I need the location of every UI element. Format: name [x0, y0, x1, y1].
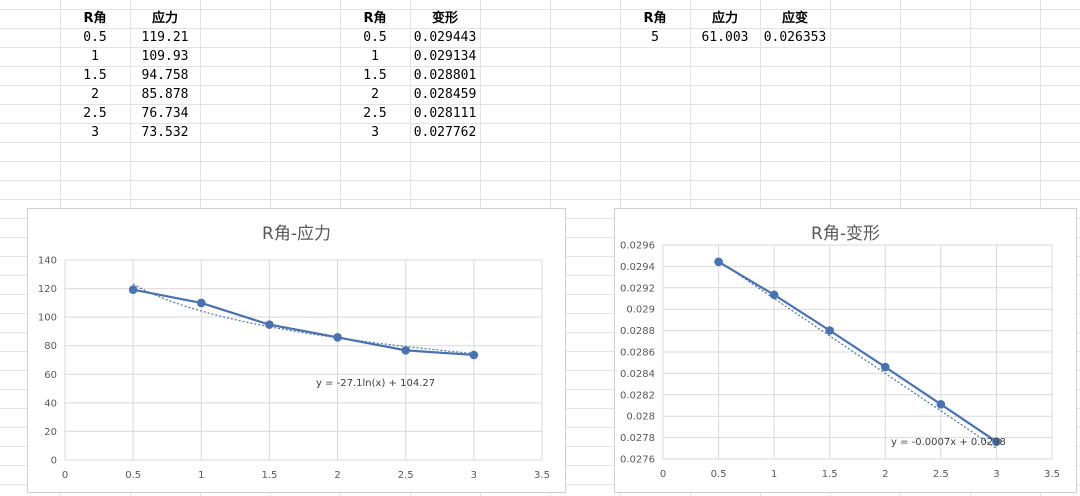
- x-tick-label: 0: [62, 470, 68, 481]
- table2-cell[interactable]: 1.5: [363, 68, 387, 83]
- y-tick-label: 0.028: [626, 412, 655, 423]
- deformation-data-point: [880, 362, 890, 372]
- table2-cell[interactable]: 1: [371, 49, 379, 64]
- y-tick-label: 100: [38, 313, 57, 324]
- x-tick-label: 0.5: [711, 469, 727, 480]
- table2-cell[interactable]: 0.029443: [413, 30, 477, 45]
- y-tick-label: 0.0288: [620, 326, 655, 337]
- x-tick-label: 2: [334, 470, 340, 481]
- table2-cell[interactable]: 0.029134: [413, 49, 477, 64]
- table2-cell[interactable]: 0.027762: [413, 125, 477, 140]
- stress-data-point: [128, 285, 138, 294]
- table3-cell[interactable]: 0.026353: [763, 30, 827, 45]
- table2-cell[interactable]: 0.028801: [413, 68, 477, 83]
- table3-cell[interactable]: 5: [651, 30, 659, 45]
- y-tick-label: 0.0294: [620, 262, 655, 273]
- x-tick-label: 3: [993, 469, 999, 480]
- table2-cell[interactable]: 0.5: [363, 30, 387, 45]
- y-tick-label: 120: [38, 284, 57, 295]
- deformation-data-point: [936, 400, 946, 409]
- stress-data-point: [265, 320, 274, 329]
- x-tick-label: 0.5: [125, 470, 141, 481]
- deformation-chart-plot: 0.0276 0.0278 0.028 0.0282 0.0284 0.0286 0.028…: [620, 241, 1060, 481]
- table2-header-r[interactable]: R角: [363, 11, 387, 26]
- table1-cell[interactable]: 109.93: [141, 49, 189, 64]
- y-tick-label: 0.0284: [620, 369, 655, 380]
- y-tick-label: 0.0296: [620, 241, 655, 252]
- y-tick-label: 80: [44, 341, 57, 352]
- stress-trendline-equation: y = -27.1ln(x) + 104.27: [316, 378, 435, 389]
- stress-chart[interactable]: R角-应力 0 20 40 60 80 100 120 140 0 0.5 1 1.5 2 2.5 3 3.5…: [27, 208, 566, 493]
- y-tick-label: 40: [44, 398, 57, 409]
- deformation-trendline: [718, 260, 997, 449]
- x-tick-label: 1: [198, 470, 204, 481]
- table1-cell[interactable]: 2.5: [83, 106, 107, 121]
- table2-cell[interactable]: 3: [371, 125, 379, 140]
- table2-cell[interactable]: 0.028459: [413, 87, 477, 102]
- y-tick-label: 20: [44, 427, 57, 438]
- x-tick-label: 2.5: [933, 469, 949, 480]
- stress-trendline: [132, 283, 474, 355]
- table3-header-stress[interactable]: 应力: [711, 11, 738, 26]
- stress-data-point: [333, 333, 342, 342]
- table3-header-strain[interactable]: 应变: [781, 11, 808, 26]
- table2-cell[interactable]: 2: [371, 87, 379, 102]
- x-tick-label: 3.5: [534, 470, 550, 481]
- table2-cell[interactable]: 2.5: [363, 106, 387, 121]
- deformation-trendline-equation: y = -0.0007x + 0.0298: [891, 437, 1006, 448]
- table1-cell[interactable]: 3: [91, 125, 99, 140]
- y-tick-label: 0.0286: [620, 348, 655, 359]
- table1-cell[interactable]: 1.5: [83, 68, 107, 83]
- x-tick-label: 2.5: [398, 470, 414, 481]
- table1-cell[interactable]: 1: [91, 49, 99, 64]
- x-tick-label: 2: [882, 469, 888, 480]
- y-tick-label: 0.029: [626, 305, 655, 316]
- x-tick-label: 1.5: [822, 469, 838, 480]
- x-tick-label: 1.5: [261, 470, 277, 481]
- deformation-series-line: [718, 260, 998, 443]
- x-tick-label: 0: [660, 469, 666, 480]
- stress-data-point: [196, 298, 206, 308]
- table1-header-r[interactable]: R角: [83, 11, 107, 26]
- table3-cell[interactable]: 61.003: [701, 30, 749, 45]
- deformation-data-point: [714, 257, 723, 267]
- deformation-data-point: [992, 437, 1001, 446]
- table1-cell[interactable]: 85.878: [141, 87, 189, 102]
- x-tick-label: 1: [771, 469, 777, 480]
- y-tick-label: 0: [51, 456, 57, 467]
- y-tick-label: 0.0278: [620, 433, 655, 444]
- x-tick-label: 3: [471, 470, 477, 481]
- stress-data-point: [469, 350, 479, 360]
- table2-header-deform[interactable]: 变形: [431, 11, 458, 26]
- deformation-chart[interactable]: R角-变形 0.0276 0.0278 0.028 0.0282 0.0284 0.028…: [614, 208, 1077, 493]
- table1-cell[interactable]: 76.734: [141, 106, 189, 121]
- chart-title: R角-变形: [811, 224, 880, 244]
- y-tick-label: 0.0292: [620, 283, 655, 294]
- table1-cell[interactable]: 2: [91, 87, 99, 102]
- table1-cell[interactable]: 94.758: [141, 68, 189, 83]
- deformation-data-point: [769, 290, 779, 300]
- chart-title: R角-应力: [262, 224, 331, 244]
- stress-chart-plot: 0 20 40 60 80 100 120 140 0 0.5 1 1.5 2 2.5 3 3.5 y = -2…: [38, 256, 550, 482]
- deformation-data-point: [825, 326, 835, 335]
- y-tick-label: 0.0282: [620, 390, 655, 401]
- stress-series-line: [132, 288, 474, 357]
- table1-cell[interactable]: 0.5: [83, 30, 107, 45]
- x-tick-label: 3.5: [1044, 469, 1060, 480]
- table2-cell[interactable]: 0.028111: [413, 106, 477, 121]
- table1-cell[interactable]: 73.532: [141, 125, 189, 140]
- y-tick-label: 0.0276: [620, 455, 655, 466]
- stress-data-point: [401, 346, 411, 355]
- table1-cell[interactable]: 119.21: [141, 30, 189, 45]
- table1-header-stress[interactable]: 应力: [151, 11, 178, 26]
- y-tick-label: 140: [38, 256, 57, 267]
- table3-header-r[interactable]: R角: [643, 11, 667, 26]
- y-tick-label: 60: [44, 370, 57, 381]
